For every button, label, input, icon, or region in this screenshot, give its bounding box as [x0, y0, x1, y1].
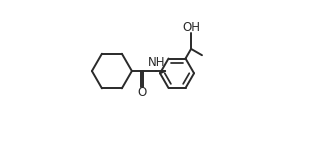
Text: O: O	[137, 86, 147, 99]
Text: NH: NH	[148, 56, 165, 69]
Text: OH: OH	[182, 21, 200, 34]
